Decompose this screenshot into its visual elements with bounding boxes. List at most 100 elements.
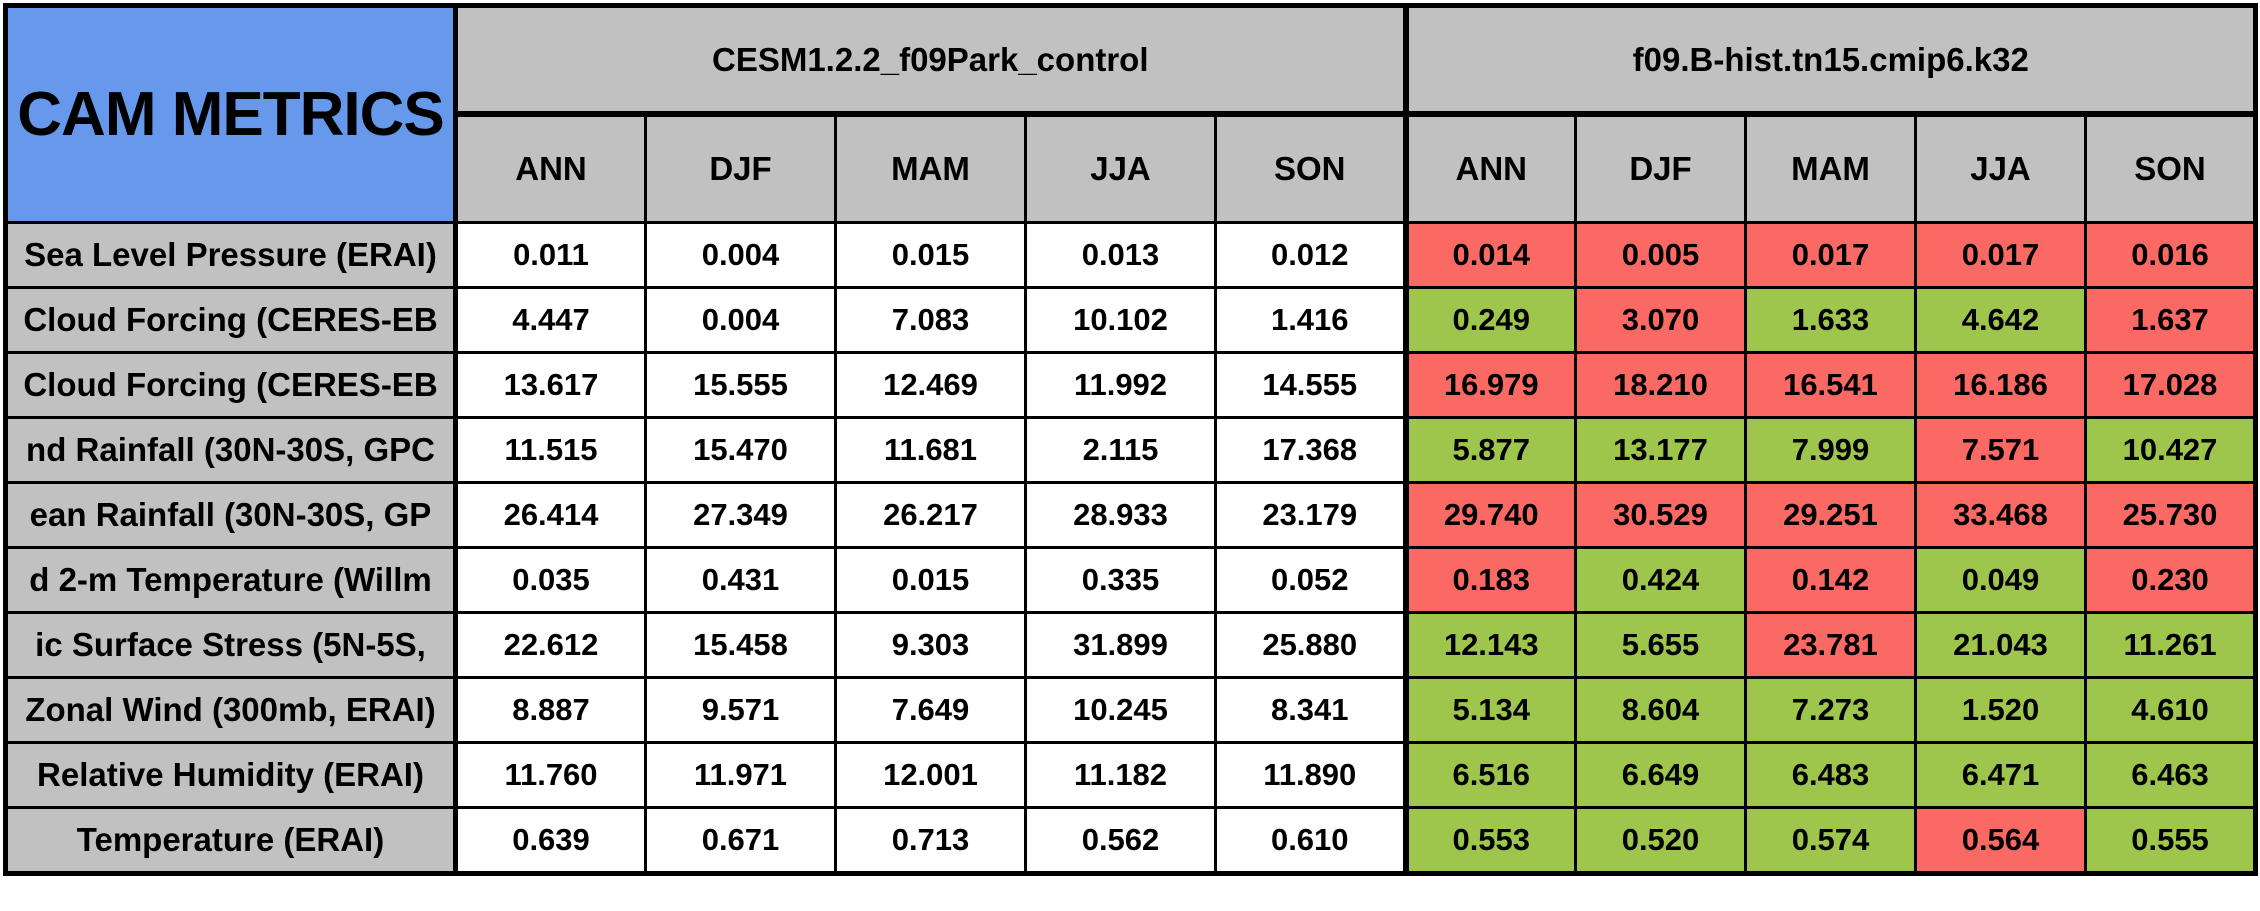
value-cell: 3.070 xyxy=(1574,286,1747,354)
value-cell: 2.115 xyxy=(1024,416,1217,484)
value-cell: 16.541 xyxy=(1744,351,1917,419)
table-row: Cloud Forcing (CERES-EB 13.617 15.555 12… xyxy=(4,351,2258,419)
value-cell: 0.011 xyxy=(454,221,647,289)
season-header-control-mam: MAM xyxy=(834,112,1027,224)
value-cell: 1.637 xyxy=(2083,286,2258,354)
table-row: Relative Humidity (ERAI) 11.760 11.971 1… xyxy=(4,741,2258,809)
table-row: d 2-m Temperature (Willm 0.035 0.431 0.0… xyxy=(4,546,2258,614)
value-cell: 0.230 xyxy=(2083,546,2258,614)
value-cell: 11.515 xyxy=(454,416,647,484)
value-cell: 25.880 xyxy=(1214,611,1407,679)
value-cell: 0.562 xyxy=(1024,806,1217,875)
value-cell: 7.571 xyxy=(1914,416,2087,484)
metric-label: Sea Level Pressure (ERAI) xyxy=(4,221,458,289)
value-cell: 4.610 xyxy=(2083,676,2258,744)
value-cell: 0.424 xyxy=(1574,546,1747,614)
value-cell: 0.052 xyxy=(1214,546,1407,614)
value-cell: 0.431 xyxy=(644,546,837,614)
value-cell: 8.341 xyxy=(1214,676,1407,744)
value-cell: 15.458 xyxy=(644,611,837,679)
value-cell: 0.574 xyxy=(1744,806,1917,875)
value-cell: 0.004 xyxy=(644,286,837,354)
metric-label: nd Rainfall (30N-30S, GPC xyxy=(4,416,458,484)
value-cell: 16.979 xyxy=(1402,351,1577,419)
group-header-row: CAM METRICS CESM1.2.2_f09Park_control f0… xyxy=(4,4,2258,224)
value-cell: 7.999 xyxy=(1744,416,1917,484)
metric-label: Relative Humidity (ERAI) xyxy=(4,741,458,809)
table-row: nd Rainfall (30N-30S, GPC 11.515 15.470 … xyxy=(4,416,2258,484)
value-cell: 29.251 xyxy=(1744,481,1917,549)
table-row: Sea Level Pressure (ERAI) 0.011 0.004 0.… xyxy=(4,221,2258,289)
value-cell: 6.649 xyxy=(1574,741,1747,809)
metric-label: d 2-m Temperature (Willm xyxy=(4,546,458,614)
season-header-test-ann: ANN xyxy=(1402,112,1577,224)
value-cell: 0.564 xyxy=(1914,806,2087,875)
value-cell: 23.179 xyxy=(1214,481,1407,549)
value-cell: 25.730 xyxy=(2083,481,2258,549)
value-cell: 9.303 xyxy=(834,611,1027,679)
metric-label: ean Rainfall (30N-30S, GP xyxy=(4,481,458,549)
metric-label: Cloud Forcing (CERES-EB xyxy=(4,351,458,419)
value-cell: 0.142 xyxy=(1744,546,1917,614)
value-cell: 6.463 xyxy=(2083,741,2258,809)
season-header-test-mam: MAM xyxy=(1744,112,1917,224)
value-cell: 11.681 xyxy=(834,416,1027,484)
value-cell: 16.186 xyxy=(1914,351,2087,419)
value-cell: 28.933 xyxy=(1024,481,1217,549)
value-cell: 0.005 xyxy=(1574,221,1747,289)
value-cell: 17.368 xyxy=(1214,416,1407,484)
value-cell: 4.447 xyxy=(454,286,647,354)
season-header-row: ANN DJF MAM JJA SON ANN DJF MAM JJA SON xyxy=(6,112,2258,224)
value-cell: 23.781 xyxy=(1744,611,1917,679)
value-cell: 8.887 xyxy=(454,676,647,744)
value-cell: 0.553 xyxy=(1402,806,1577,875)
value-cell: 7.649 xyxy=(834,676,1027,744)
value-cell: 11.890 xyxy=(1214,741,1407,809)
value-cell: 0.035 xyxy=(454,546,647,614)
season-header-control-son: SON xyxy=(1214,112,1407,224)
value-cell: 5.877 xyxy=(1402,416,1577,484)
value-cell: 7.273 xyxy=(1744,676,1917,744)
value-cell: 11.182 xyxy=(1024,741,1217,809)
value-cell: 5.655 xyxy=(1574,611,1747,679)
value-cell: 13.617 xyxy=(454,351,647,419)
table-row: Cloud Forcing (CERES-EB 4.447 0.004 7.08… xyxy=(4,286,2258,354)
metric-label: Zonal Wind (300mb, ERAI) xyxy=(4,676,458,744)
value-cell: 12.001 xyxy=(834,741,1027,809)
value-cell: 0.335 xyxy=(1024,546,1217,614)
season-header-test-son: SON xyxy=(2083,112,2258,224)
value-cell: 4.642 xyxy=(1914,286,2087,354)
table-title: CAM METRICS xyxy=(4,4,458,224)
value-cell: 0.015 xyxy=(834,221,1027,289)
value-cell: 15.555 xyxy=(644,351,837,419)
value-cell: 11.971 xyxy=(644,741,837,809)
value-cell: 11.992 xyxy=(1024,351,1217,419)
value-cell: 26.414 xyxy=(454,481,647,549)
column-group-test: f09.B-hist.tn15.cmip6.k32 xyxy=(1402,4,2258,117)
value-cell: 0.013 xyxy=(1024,221,1217,289)
value-cell: 0.555 xyxy=(2083,806,2258,875)
cam-metrics-table: CAM METRICS CESM1.2.2_f09Park_control f0… xyxy=(3,3,2259,876)
value-cell: 0.639 xyxy=(454,806,647,875)
value-cell: 15.470 xyxy=(644,416,837,484)
value-cell: 0.249 xyxy=(1402,286,1577,354)
table-row: ean Rainfall (30N-30S, GP 26.414 27.349 … xyxy=(4,481,2258,549)
value-cell: 0.520 xyxy=(1574,806,1747,875)
value-cell: 0.014 xyxy=(1402,221,1577,289)
value-cell: 6.483 xyxy=(1744,741,1917,809)
value-cell: 0.016 xyxy=(2083,221,2258,289)
value-cell: 17.028 xyxy=(2083,351,2258,419)
value-cell: 10.102 xyxy=(1024,286,1217,354)
value-cell: 6.516 xyxy=(1402,741,1577,809)
value-cell: 29.740 xyxy=(1402,481,1577,549)
table-row: Temperature (ERAI) 0.639 0.671 0.713 0.5… xyxy=(4,806,2258,875)
value-cell: 30.529 xyxy=(1574,481,1747,549)
value-cell: 5.134 xyxy=(1402,676,1577,744)
value-cell: 12.143 xyxy=(1402,611,1577,679)
column-group-control: CESM1.2.2_f09Park_control xyxy=(454,4,1407,117)
value-cell: 0.012 xyxy=(1214,221,1407,289)
value-cell: 11.261 xyxy=(2083,611,2258,679)
table-row: Zonal Wind (300mb, ERAI) 8.887 9.571 7.6… xyxy=(4,676,2258,744)
season-header-control-ann: ANN xyxy=(454,112,647,224)
value-cell: 10.427 xyxy=(2083,416,2258,484)
